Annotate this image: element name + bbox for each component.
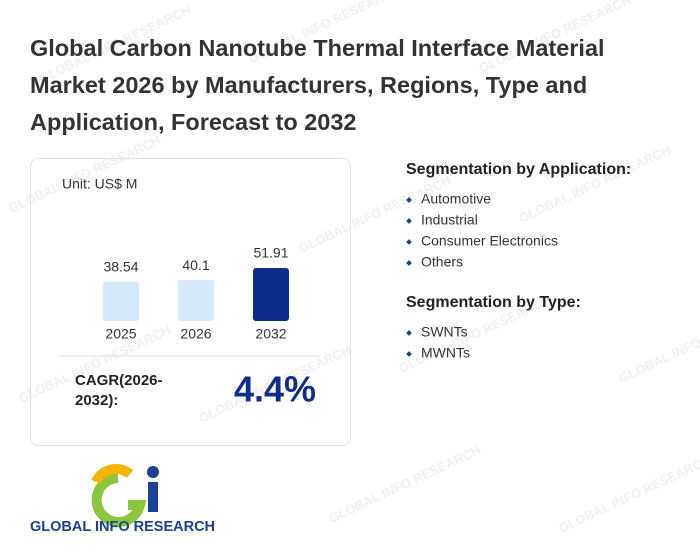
value-label: 40.1 xyxy=(182,257,209,273)
segment-heading: Segmentation by Application: xyxy=(406,161,631,178)
category-label: 2032 xyxy=(255,326,286,342)
segment-item: Others xyxy=(421,254,463,270)
unit-label: Unit: US$ M xyxy=(62,176,137,192)
segment-item: SWNTs xyxy=(421,324,468,340)
value-label: 38.54 xyxy=(103,258,138,274)
cagr-label-part: 2032): xyxy=(75,392,118,409)
cagr-label-part: CAGR(2026- xyxy=(75,372,163,389)
cagr-label: CAGR(2026- 2032): xyxy=(75,372,163,409)
logo-arc xyxy=(91,473,147,527)
bullet xyxy=(406,351,412,357)
logo-i xyxy=(148,482,158,512)
logo-arc xyxy=(91,464,134,485)
category-label: 2025 xyxy=(105,326,136,342)
segment-item: Industrial xyxy=(421,212,478,228)
bullet xyxy=(406,260,412,266)
chart-card xyxy=(30,158,351,446)
segment-heading: Segmentation by Type: xyxy=(406,294,581,311)
bullet xyxy=(406,218,412,224)
value-label: 51.91 xyxy=(253,245,288,261)
category-label: 2026 xyxy=(180,326,211,342)
logo-dot xyxy=(147,466,159,478)
bar xyxy=(253,268,289,321)
segment-item: MWNTs xyxy=(421,345,470,361)
bar xyxy=(103,281,139,321)
bullet xyxy=(406,239,412,245)
bullet xyxy=(406,330,412,336)
segment-item: Automotive xyxy=(421,191,491,207)
logo: GLOBAL INFO RESEARCH xyxy=(30,464,215,535)
bar xyxy=(178,280,214,321)
segment-item: Consumer Electronics xyxy=(421,233,558,249)
cagr-value: 4.4% xyxy=(234,369,316,410)
logo-text: GLOBAL INFO RESEARCH xyxy=(30,519,215,535)
bullet xyxy=(406,197,412,203)
page-title: Global Carbon Nanotube Thermal Interface… xyxy=(30,35,605,135)
